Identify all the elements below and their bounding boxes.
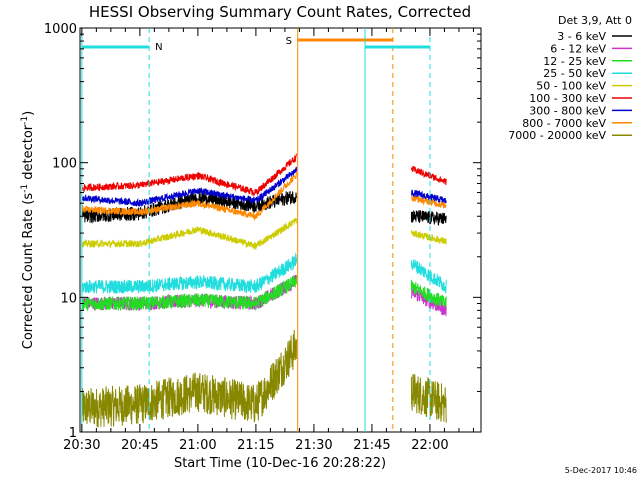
- legend-label: 6 - 12 keV: [550, 42, 606, 55]
- x-tick-label: 21:30: [295, 438, 332, 453]
- series-line: [81, 329, 297, 428]
- series-line: [81, 166, 297, 207]
- x-tick-label: 21:45: [353, 438, 390, 453]
- series-line: [410, 259, 447, 294]
- y-axis-label: Corrected Count Rate (s-1 detector-1): [20, 111, 36, 349]
- legend-label: 12 - 25 keV: [543, 55, 606, 68]
- series-line: [410, 165, 447, 186]
- legend-label: 300 - 800 keV: [529, 104, 606, 117]
- plot-frame: [79, 27, 482, 433]
- legend-label: 50 - 100 keV: [536, 80, 606, 93]
- series-line: [410, 279, 447, 308]
- series-layer: [81, 153, 447, 428]
- tick-layer: 20:30 20:45 21:00 21:15 21:30 21:45 22:00 1000 1…: [44, 22, 481, 453]
- x-tick-label: 22:00: [411, 438, 448, 453]
- series-line: [81, 191, 297, 224]
- series-line: [411, 189, 447, 204]
- legend-label: 800 - 7000 keV: [522, 117, 606, 130]
- night-label: N: [155, 42, 162, 53]
- x-tick-label: 20:30: [63, 438, 100, 453]
- x-tick-label: 20:45: [121, 438, 158, 453]
- y-tick-label: 1: [69, 426, 77, 441]
- marker-layer: [81, 28, 431, 432]
- legend-label: 3 - 6 keV: [557, 30, 606, 43]
- y-tick-label: 1000: [44, 22, 77, 37]
- y-tick-label: 100: [52, 157, 77, 172]
- legend-label: 25 - 50 keV: [543, 67, 606, 80]
- series-line: [81, 153, 297, 197]
- saa-label: S: [286, 36, 292, 47]
- series-line: [410, 194, 447, 209]
- legend-title: Det 3,9, Att 0: [558, 14, 632, 27]
- series-line: [81, 217, 297, 250]
- footer-date: 5-Dec-2017 10:46: [565, 466, 637, 475]
- x-tick-label: 21:15: [237, 438, 274, 453]
- series-line: [410, 373, 447, 423]
- series-line: [81, 275, 297, 311]
- legend-label: 100 - 300 keV: [529, 92, 606, 105]
- chart-title: HESSI Observing Summary Count Rates, Cor…: [89, 3, 471, 21]
- legend-label: 7000 - 20000 keV: [508, 129, 606, 142]
- series-line: [410, 230, 447, 245]
- series-line: [81, 172, 297, 222]
- y-tick-label: 10: [60, 291, 77, 306]
- x-axis-label: Start Time (10-Dec-16 20:28:22): [174, 456, 386, 471]
- series-line: [410, 209, 447, 226]
- x-tick-label: 21:00: [179, 438, 216, 453]
- series-line: [81, 252, 297, 294]
